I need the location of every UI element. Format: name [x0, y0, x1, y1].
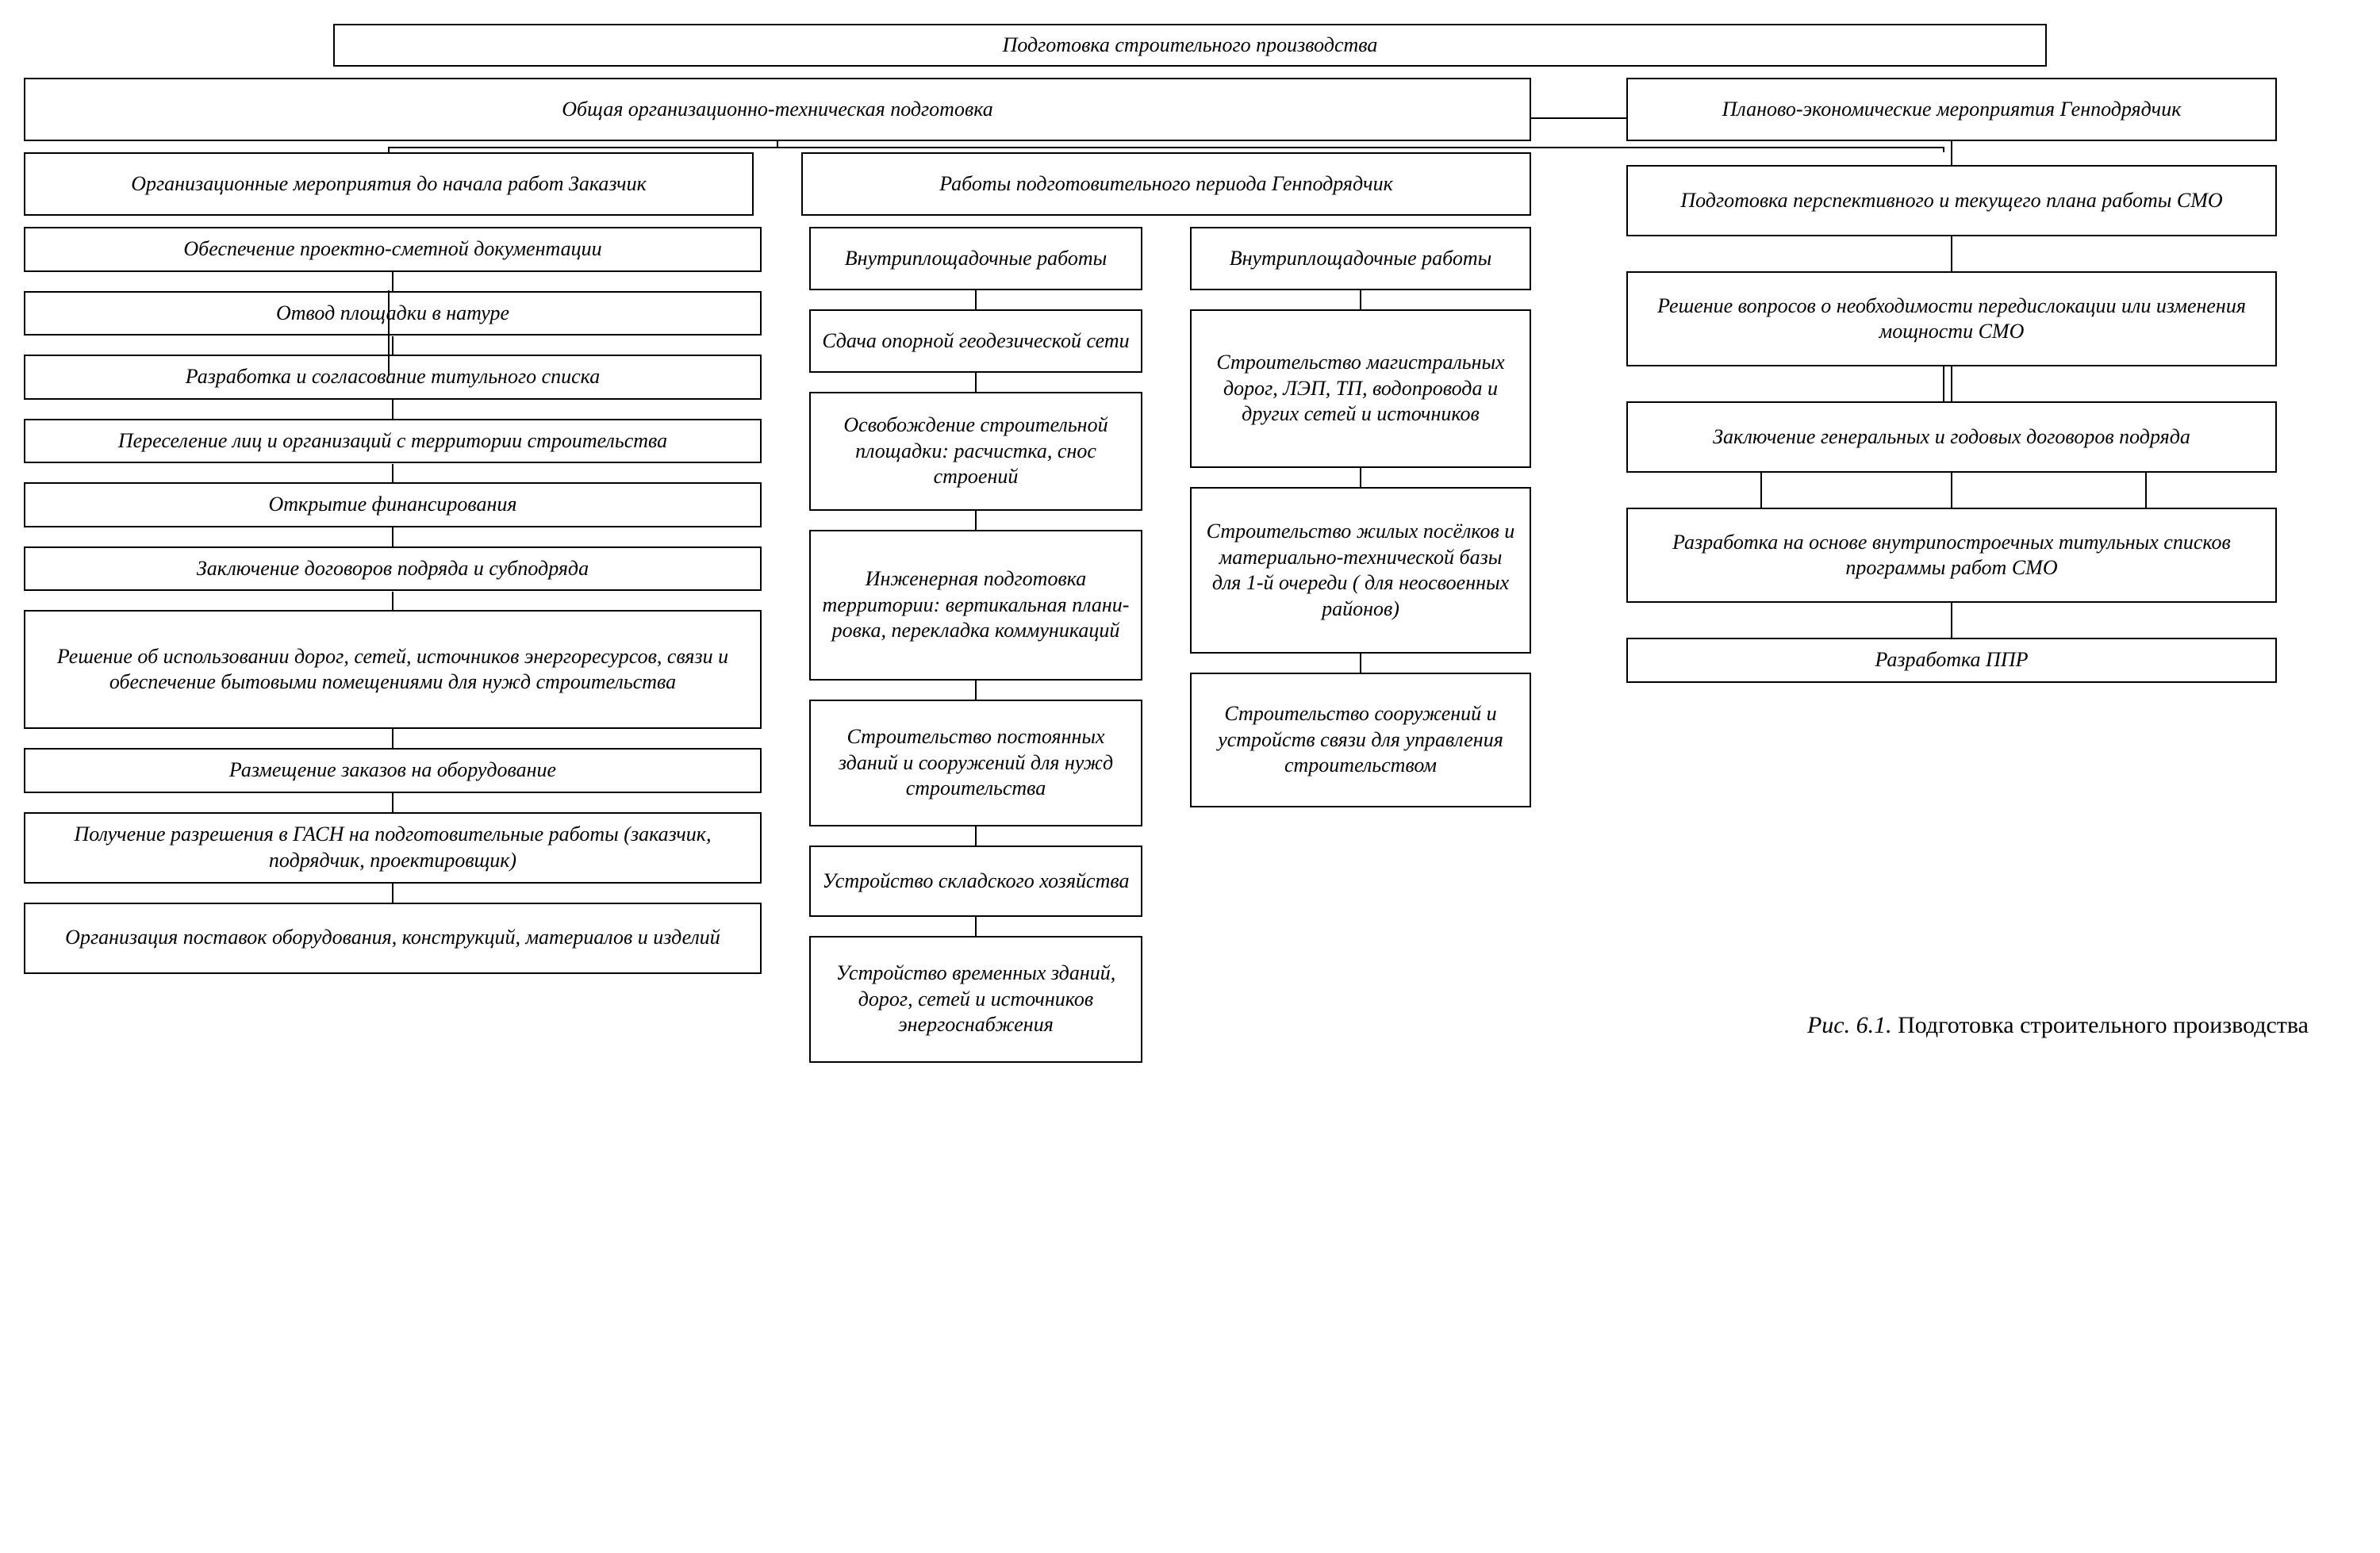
col-a-item: Размещение заказов на оборудование	[24, 748, 762, 793]
col-b-item: Устройство времен­ных зданий, дорог, сет…	[809, 936, 1142, 1063]
col-b-item: Инженерная подго­товка территории: верти…	[809, 530, 1142, 681]
col-r-item: Заключение генеральных и годовых договор…	[1626, 401, 2277, 473]
col-b-item: Устройство склад­ского хозяйства	[809, 846, 1142, 917]
col-b-item: Сдача опорной геодезической сети	[809, 309, 1142, 373]
col-a-item: Отвод площадки в натуре	[24, 291, 762, 336]
col-c-item: Строительство соору­жений и устройств св…	[1190, 673, 1531, 807]
col-c-item: Строительство жилых посёлков и материаль…	[1190, 487, 1531, 654]
branch-right: Планово-экономические мероприятия Генпод…	[1626, 78, 2277, 683]
col-a-item: Получение разрешения в ГАСН на подготови…	[24, 812, 762, 884]
col-a-item: Решение об использовании дорог, сетей, и…	[24, 610, 762, 729]
col-a-item: Переселение лиц и организаций с терри­то…	[24, 419, 762, 464]
col-c: Внутриплощадочные работы Строительство м…	[1190, 227, 1531, 1063]
col-a-item: Организация поставок оборудования, конст…	[24, 903, 762, 974]
col-r-item: Подготовка перспективного и текущего пла…	[1626, 165, 2277, 236]
col-b: Внутриплощадочные работы Сдача опорной г…	[809, 227, 1142, 1063]
node-left-title: Общая организационно-техническая подгото…	[24, 78, 1531, 141]
node-root: Подготовка строительного производства	[333, 24, 2047, 67]
col-a: Обеспечение проектно-сметной документаци…	[24, 227, 762, 974]
col-r-item: Решение вопросов о необходимости передис…	[1626, 271, 2277, 366]
col-b-item: Строительство постоянных зданий и сооруж…	[809, 700, 1142, 826]
caption-text: Подготовка строительного производства	[1898, 1012, 2309, 1038]
col-c-title: Внутриплощадочные работы	[1190, 227, 1531, 290]
col-r-item: Разработка на основе внутри­построечных …	[1626, 508, 2277, 603]
col-a-item: Открытие финансирования	[24, 482, 762, 527]
col-a-item: Разработка и согласование титульного спи…	[24, 355, 762, 400]
figure-caption: Рис. 6.1. Подготовка строительного произ…	[1807, 1012, 2309, 1039]
caption-label: Рис. 6.1.	[1807, 1012, 1892, 1038]
flowchart-root: Подготовка строительного производства Об…	[24, 24, 2356, 1063]
col-bc: Внутриплощадочные работы Сдача опорной г…	[809, 227, 1531, 1063]
col-a-item: Заключение договоров подряда и субподряд…	[24, 546, 762, 592]
col-r-item: Разработка ППР	[1626, 638, 2277, 683]
col-c-item: Строительство магистральных дорог, ЛЭП, …	[1190, 309, 1531, 468]
node-subleft-title: Организационные мероприятия до начала ра…	[24, 152, 754, 216]
col-a-item: Обеспечение проектно-сметной документаци…	[24, 227, 762, 272]
col-b-title: Внутриплощадочные работы	[809, 227, 1142, 290]
node-subright-title: Работы подготовительного периода Генподр…	[801, 152, 1531, 216]
col-b-item: Освобождение стро­ительной площадки: рас…	[809, 392, 1142, 511]
branch-left: Общая организационно-техническая подгото…	[24, 78, 1531, 1063]
node-right-title: Планово-экономические мероприятия Генпод…	[1626, 78, 2277, 141]
